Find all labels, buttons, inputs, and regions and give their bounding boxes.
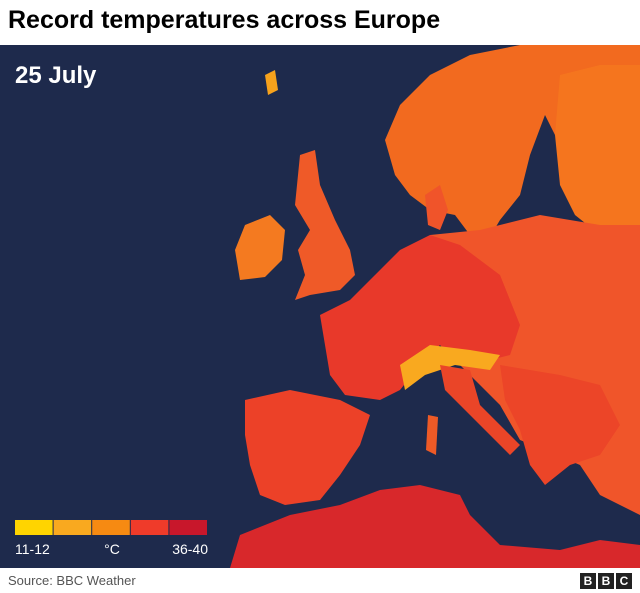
finland — [555, 65, 640, 245]
logo-letter: B — [580, 573, 596, 589]
source: Source: BBC Weather — [8, 573, 136, 588]
north-africa — [230, 485, 640, 568]
logo-letter: C — [616, 573, 632, 589]
map: 11-12 °C 36-40 25 July — [0, 45, 640, 568]
logo-letter: B — [598, 573, 614, 589]
ireland — [235, 215, 285, 280]
alps — [400, 345, 500, 390]
balkans — [500, 365, 620, 485]
logo: B B C — [580, 573, 632, 589]
legend-low: 11-12 — [15, 541, 50, 557]
denmark — [425, 185, 448, 230]
great-britain — [295, 150, 355, 300]
date-label: 25 July — [15, 62, 97, 89]
legend-unit: °C — [104, 541, 120, 557]
iberia — [245, 390, 370, 505]
legend-swatch — [92, 520, 130, 535]
legend-swatch — [53, 520, 92, 535]
legend-swatch — [130, 520, 169, 535]
legend-high: 36-40 — [172, 541, 208, 557]
legend — [15, 520, 207, 535]
islands — [426, 415, 438, 455]
italy — [440, 365, 520, 455]
islands — [265, 70, 278, 95]
legend-swatch — [15, 520, 53, 535]
title: Record temperatures across Europe — [8, 6, 441, 34]
legend-swatch — [169, 520, 207, 535]
